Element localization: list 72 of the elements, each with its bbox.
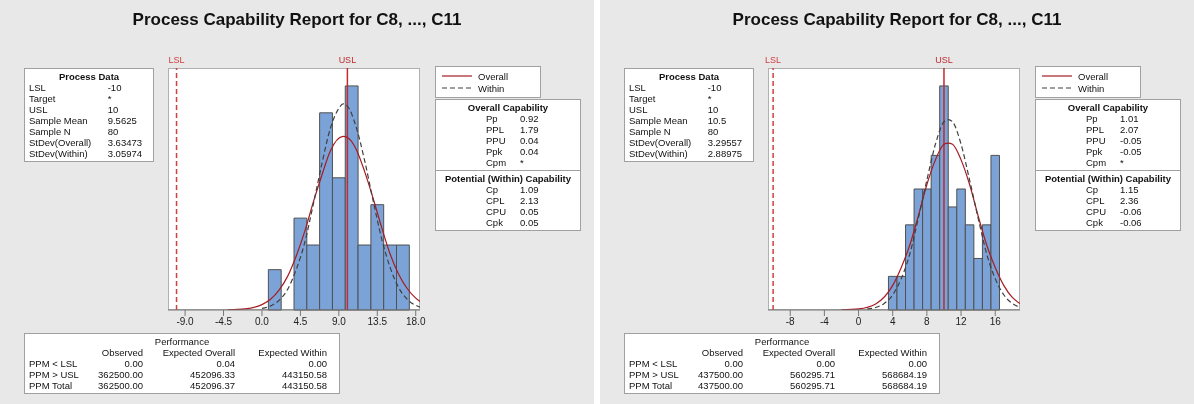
text: Ppk 0.04 [486,146,539,157]
text: Target * [29,93,112,104]
text: Observed Expected Overall Expected Within [101,347,327,358]
legend-label: Within [478,82,505,94]
x-tick-label: 12 [955,316,968,328]
x-tick-label: 0 [855,316,862,328]
text: PPU -0.05 [1086,135,1142,146]
text: LSL -10 [29,82,122,93]
ref-line-label: USL [338,55,357,65]
x-tick-label: 8 [924,316,931,328]
text: CPL 2.36 [1086,195,1139,206]
text: Sample N 80 [629,126,719,137]
chart-title: Process Capability Report for C8, ..., C11 [731,10,1063,30]
text: Cp 1.15 [1086,184,1139,195]
text: Process Data [57,71,121,82]
text: Sample Mean 10.5 [629,115,727,126]
text: LSL -10 [629,82,722,93]
text: Pp 0.92 [486,113,539,124]
text: Potential (Within) Capability [443,173,573,184]
text: Cpk -0.06 [1086,217,1142,228]
legend-label: Overall [1078,70,1109,82]
text: Performance [153,336,211,347]
text: CPL 2.13 [486,195,539,206]
text: PPM < LSL 0.00 0.04 0.00 [29,358,327,369]
text: PPM > USL 362500.00 452096.33 443150.58 [29,369,327,380]
text: USL 10 [629,104,719,115]
text: CPU 0.05 [486,206,539,217]
x-tick-label: 4 [889,316,896,328]
ref-line-label: LSL [765,55,782,65]
text: Potential (Within) Capability [1043,173,1173,184]
text: Pp 1.01 [1086,113,1139,124]
text: PPL 1.79 [486,124,539,135]
x-tick-label: -9.0 [176,316,195,328]
x-tick-label: 13.5 [367,316,388,328]
x-tick-label: -4.5 [214,316,233,328]
text: PPU 0.04 [486,135,539,146]
text: Cpm * [486,157,524,168]
text: Overall Capability [1066,102,1150,113]
x-tick-label: 0.0 [255,316,270,328]
text: Sample N 80 [29,126,119,137]
text: Observed Expected Overall Expected Within [701,347,927,358]
ref-line-label: LSL [168,55,185,65]
text: Target * [629,93,712,104]
x-tick-label: 16 [989,316,1002,328]
text: Cpk 0.05 [486,217,539,228]
text: PPL 2.07 [1086,124,1139,135]
legend-label: Within [1078,82,1105,94]
text: USL 10 [29,104,119,115]
text: Ppk -0.05 [1086,146,1142,157]
chart-title: Process Capability Report for C8, ..., C11 [131,10,463,30]
text: PPM Total 362500.00 452096.37 443150.58 [29,380,327,391]
legend-label: Overall [478,70,509,82]
x-tick-label: 9.0 [331,316,347,328]
text: Process Data [657,71,721,82]
text: StDev(Within) 2.88975 [629,148,743,159]
ref-line-label: USL [935,55,953,65]
text: Cpm * [1086,157,1124,168]
text: PPM Total 437500.00 560295.71 568684.19 [629,380,927,391]
text: StDev(Overall) 3.29557 [629,137,743,148]
text: StDev(Within) 3.05974 [29,148,143,159]
text: PPM > USL 437500.00 560295.71 568684.19 [629,369,927,380]
x-tick-label: -8 [785,316,796,328]
text: PPM < LSL 0.00 0.00 0.00 [629,358,927,369]
x-tick-label: 4.5 [293,316,308,328]
text: Cp 1.09 [486,184,539,195]
x-tick-label: -4 [819,316,830,328]
text: Performance [753,336,811,347]
text: CPU -0.06 [1086,206,1142,217]
x-tick-label: 18.0 [405,316,426,328]
text: Sample Mean 9.5625 [29,115,137,126]
text: StDev(Overall) 3.63473 [29,137,143,148]
text: Overall Capability [466,102,550,113]
